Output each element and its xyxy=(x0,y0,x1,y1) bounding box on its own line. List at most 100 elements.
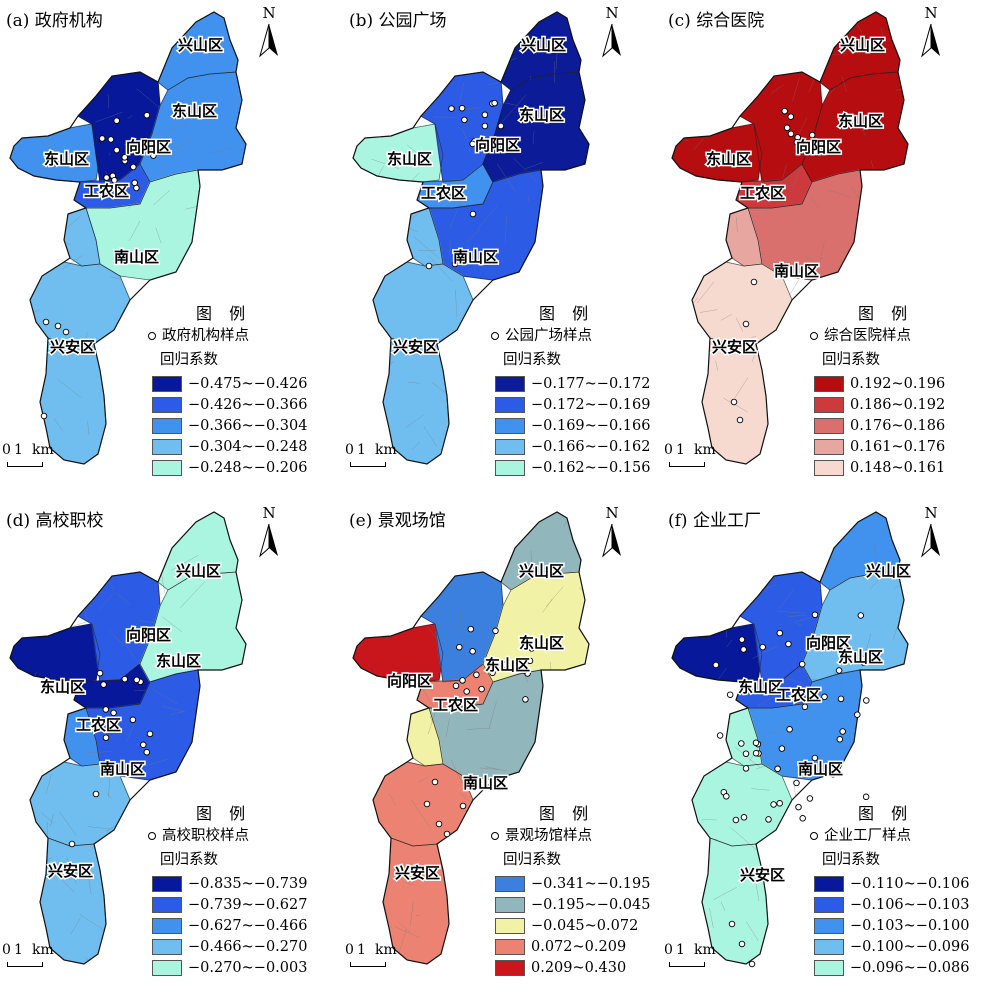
legend-swatch xyxy=(152,460,182,476)
legend-range-label: 0.148~0.161 xyxy=(850,460,946,476)
sample-point xyxy=(805,690,812,698)
map-panel-parks: (b) 公园广场 兴山区 东山区 东山区 向阳区 工农区 南山区 兴安区 N 图 例公园广场样点回… xyxy=(343,0,673,500)
scale-unit: km xyxy=(32,442,54,458)
sample-point xyxy=(456,643,463,651)
sample-point xyxy=(726,691,734,698)
legend-item: −0.096~−0.086 xyxy=(814,960,969,980)
district-label: 南山区 xyxy=(463,774,508,792)
legend-item: −0.835~−0.739 xyxy=(152,876,307,896)
legend-title: 图 例 xyxy=(858,304,914,323)
north-arrow-icon: N xyxy=(258,504,288,558)
sample-point xyxy=(489,669,496,677)
legend-item: −0.739~−0.627 xyxy=(152,897,307,917)
district-label: 南山区 xyxy=(453,248,498,266)
scale-one: 1 xyxy=(676,942,685,958)
map-panel-hospitals: (c) 综合医院 兴山区 东山区 东山区 向阳区 工农区 南山区 兴安区 N 图 例综合医院样点回… xyxy=(662,0,992,500)
scale-zero: 0 xyxy=(664,442,673,458)
legend-title: 图 例 xyxy=(196,804,252,823)
sample-point xyxy=(765,816,772,823)
sample-point xyxy=(526,657,534,665)
scale-bar: 0 1 km xyxy=(345,942,405,972)
panel-title: (b) 公园广场 xyxy=(349,11,447,31)
district-label: 向阳区 xyxy=(475,136,520,154)
district-label: 东山区 xyxy=(519,634,564,652)
city-outline xyxy=(9,511,247,965)
north-label: N xyxy=(262,504,276,522)
legend-item: −0.270~−0.003 xyxy=(152,960,307,980)
sample-point xyxy=(712,661,720,669)
sample-point xyxy=(812,149,820,157)
legend-swatch xyxy=(814,960,844,976)
scale-one: 1 xyxy=(357,442,366,458)
sample-point xyxy=(435,820,443,828)
legend-range-label: −0.166~−0.162 xyxy=(531,439,651,455)
legend-sample-label: 企业工厂样点 xyxy=(824,828,911,844)
legend-item: 0.209~0.430 xyxy=(495,960,626,980)
map-panel-government: (a) 政府机构 兴山区 东山区 东山区 向阳区 工农区 南山区 兴安区 N 图 例政府机构样点回… xyxy=(0,0,330,500)
sample-point xyxy=(839,728,846,735)
scale-bar-line xyxy=(350,962,386,967)
legend-swatch xyxy=(814,876,844,892)
legend-swatch xyxy=(152,397,182,413)
sample-point xyxy=(752,749,760,757)
scale-zero: 0 xyxy=(2,942,11,958)
legend-range-label: 0.176~0.186 xyxy=(850,418,946,434)
north-label: N xyxy=(924,504,938,522)
legend-swatch xyxy=(814,418,844,434)
sample-point xyxy=(738,636,746,643)
sample-point xyxy=(787,113,795,120)
north-arrow-icon: N xyxy=(920,504,950,558)
legend-swatch xyxy=(495,418,525,434)
legend-range-label: −0.106~−0.103 xyxy=(850,897,970,913)
north-label: N xyxy=(262,4,276,22)
scale-bar-line xyxy=(669,462,705,467)
legend-range-label: 0.192~0.196 xyxy=(850,376,946,392)
legend-item: −0.426~−0.366 xyxy=(152,397,307,417)
map-panel-universities: (d) 高校职校 兴山区 向阳区 东山区 东山区 工农区 南山区 兴安区 N 图 例高校职校样点回… xyxy=(0,500,330,1000)
district-label: 兴山区 xyxy=(521,36,566,54)
district-label: 兴安区 xyxy=(395,864,440,882)
scale-zero: 0 xyxy=(664,942,673,958)
region-west xyxy=(10,623,101,683)
district-label: 向阳区 xyxy=(387,672,432,690)
district-label: 东山区 xyxy=(44,150,89,168)
sample-point xyxy=(92,790,100,798)
legend-item: 0.192~0.196 xyxy=(814,376,945,396)
sample-point xyxy=(452,682,460,690)
sample-point xyxy=(728,920,736,928)
sample-point xyxy=(129,716,137,724)
district-label: 兴安区 xyxy=(48,862,93,880)
sample-point xyxy=(461,116,468,124)
legend-swatch xyxy=(152,897,182,913)
sample-point xyxy=(759,643,766,651)
sample-point xyxy=(738,740,745,747)
legend-item: −0.304~−0.248 xyxy=(152,439,307,459)
sample-point xyxy=(425,262,433,270)
scale-one: 1 xyxy=(14,442,23,458)
legend-coef-label: 回归系数 xyxy=(822,852,880,868)
legend-title: 图 例 xyxy=(196,304,252,323)
sample-point xyxy=(451,260,459,268)
district-label: 向阳区 xyxy=(126,626,171,644)
district-label: 兴山区 xyxy=(176,562,221,580)
scale-bar-line xyxy=(7,462,43,467)
sample-point xyxy=(776,800,783,807)
legend-swatch xyxy=(814,918,844,934)
sample-point xyxy=(752,739,760,747)
legend-item: 0.186~0.192 xyxy=(814,397,945,417)
sample-point xyxy=(750,278,758,286)
legend-range-label: −0.169~−0.166 xyxy=(531,418,651,434)
sample-point xyxy=(738,940,746,948)
sample-point xyxy=(785,640,792,648)
legend-range-label: 0.072~0.209 xyxy=(531,939,627,955)
district-label: 东山区 xyxy=(838,112,883,130)
legend-range-label: 0.209~0.430 xyxy=(531,960,627,976)
legend-swatch xyxy=(495,897,525,913)
sample-point xyxy=(121,154,128,161)
sample-point xyxy=(113,117,120,124)
sample-point xyxy=(776,629,784,637)
legend-range-label: −0.177~−0.172 xyxy=(531,376,651,392)
scale-unit: km xyxy=(375,442,397,458)
sample-point xyxy=(111,176,118,184)
